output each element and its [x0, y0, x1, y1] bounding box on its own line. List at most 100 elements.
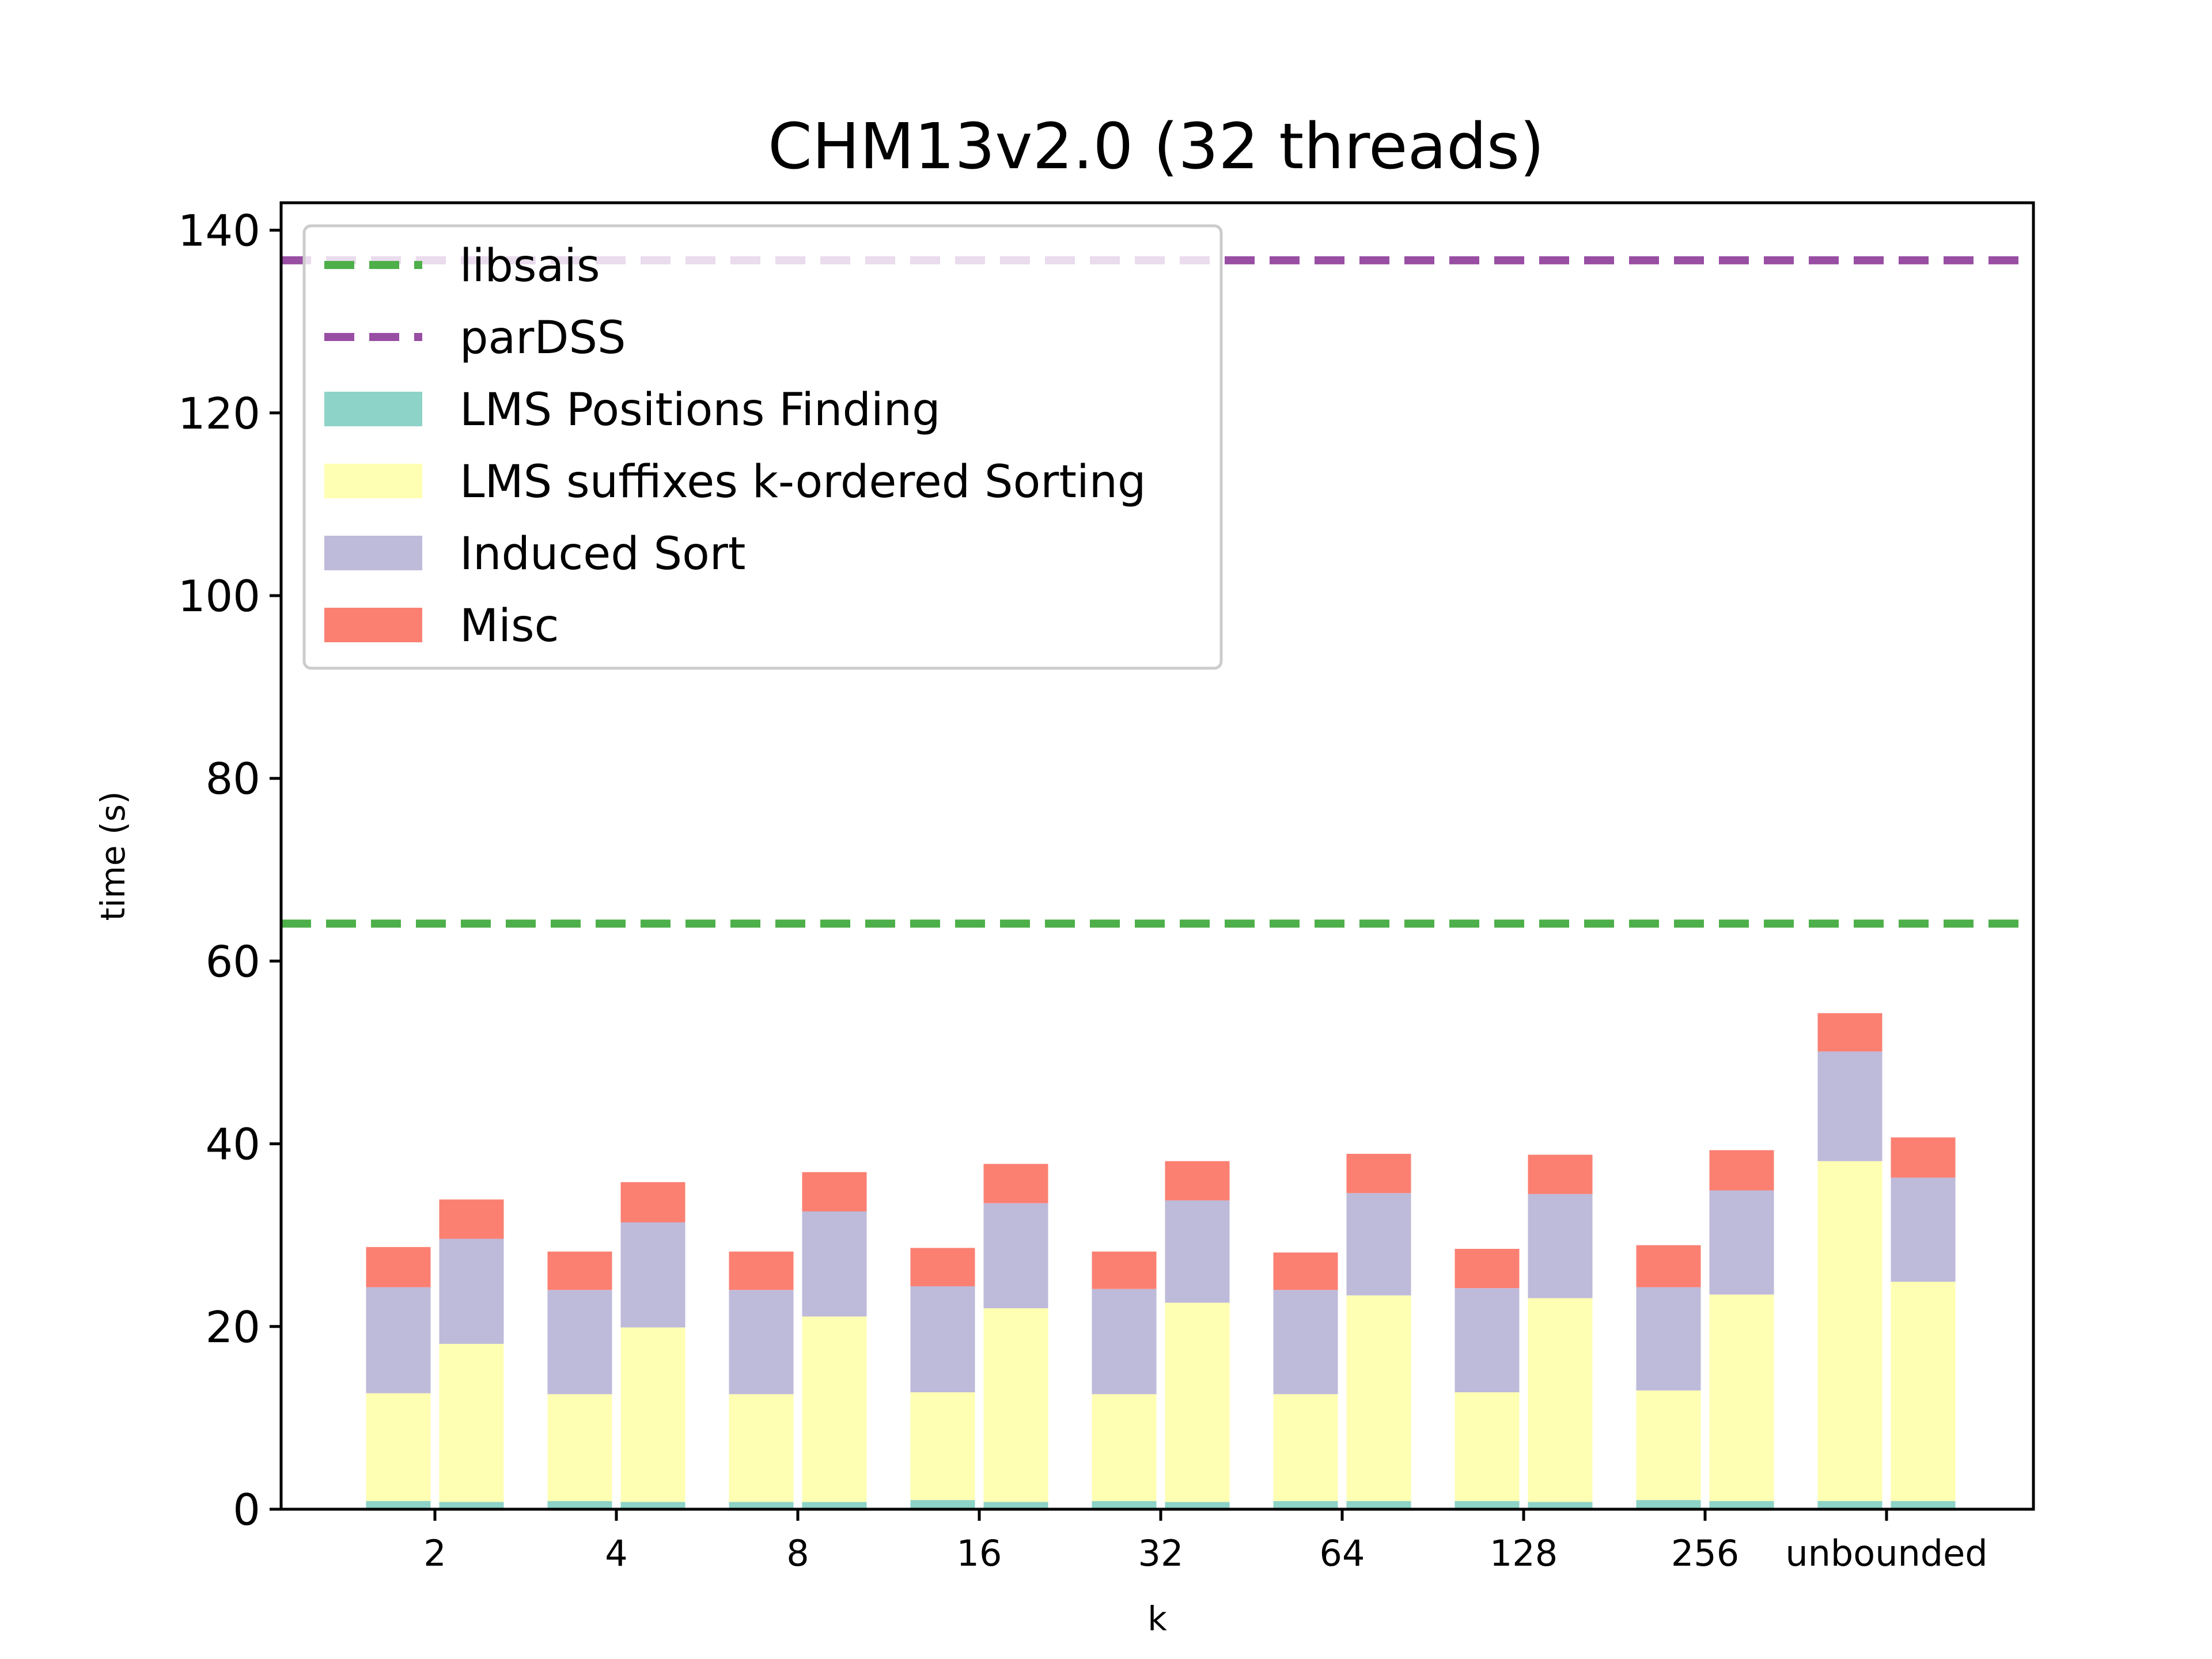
bar-segment-misc-4-2: [620, 1182, 685, 1222]
bar-segment-misc-256-2: [1709, 1150, 1774, 1191]
x-tick-label-128: 128: [1490, 1532, 1558, 1574]
bar-segment-lms-suffixes-k-ordered-sorting-256-1: [1636, 1390, 1701, 1501]
bar-segment-lms-suffixes-k-ordered-sorting-256-2: [1709, 1294, 1774, 1501]
bar-segment-lms-positions-finding-16-2: [983, 1502, 1048, 1509]
bar-segment-lms-positions-finding-128-1: [1455, 1501, 1520, 1509]
bar-segment-misc-2-2: [439, 1199, 504, 1239]
legend-swatch-lms-positions-finding: [324, 392, 422, 426]
bar-segment-induced-sort-128-2: [1528, 1194, 1593, 1298]
legend-label: libsais: [460, 240, 600, 292]
x-tick-label-32: 32: [1138, 1532, 1184, 1574]
x-tick-label-2: 2: [423, 1532, 446, 1574]
bar-segment-induced-sort-unbounded-2: [1891, 1177, 1956, 1282]
bar-segment-lms-positions-finding-unbounded-1: [1817, 1501, 1883, 1509]
bar-segment-lms-suffixes-k-ordered-sorting-128-2: [1528, 1298, 1593, 1502]
legend-label: parDSS: [460, 312, 626, 364]
bar-segment-lms-suffixes-k-ordered-sorting-4-2: [620, 1327, 685, 1502]
bar-segment-lms-suffixes-k-ordered-sorting-unbounded-2: [1891, 1282, 1956, 1501]
bar-segment-induced-sort-16-2: [983, 1203, 1048, 1309]
y-axis: 0 20 40 60 80 100 120 140: [178, 206, 281, 1535]
bar-segment-lms-positions-finding-64-2: [1346, 1501, 1411, 1509]
x-tick-label-8: 8: [786, 1532, 809, 1574]
bar-segment-lms-suffixes-k-ordered-sorting-64-1: [1273, 1394, 1338, 1501]
bar-segment-lms-positions-finding-4-1: [547, 1501, 612, 1509]
bar-segment-misc-unbounded-2: [1891, 1137, 1956, 1178]
bar-segment-lms-positions-finding-256-1: [1636, 1500, 1701, 1509]
bar-segment-lms-positions-finding-32-2: [1165, 1502, 1230, 1509]
y-tick-label: 80: [206, 753, 260, 804]
bar-segment-induced-sort-32-1: [1092, 1289, 1157, 1395]
y-tick-label: 120: [178, 388, 260, 439]
x-tick-label-64: 64: [1320, 1532, 1365, 1574]
legend-label: LMS suffixes k-ordered Sorting: [460, 456, 1146, 508]
bar-segment-lms-suffixes-k-ordered-sorting-8-2: [802, 1316, 867, 1502]
bar-segment-misc-32-1: [1092, 1251, 1157, 1289]
x-axis-label: k: [1147, 1599, 1167, 1638]
bar-segment-misc-16-1: [910, 1248, 975, 1286]
x-tick-label-unbounded: unbounded: [1785, 1532, 1987, 1574]
bar-segment-lms-positions-finding-8-2: [802, 1502, 867, 1509]
chart-title: CHM13v2.0 (32 threads): [768, 109, 1544, 183]
x-axis: 2 4 8 16 32 64 128 256 unbounded: [423, 1509, 1988, 1574]
bar-segment-lms-suffixes-k-ordered-sorting-16-1: [910, 1392, 975, 1501]
bar-segment-induced-sort-2-1: [366, 1287, 431, 1393]
legend-box: [302, 224, 1223, 670]
bar-segment-lms-positions-finding-2-2: [439, 1502, 504, 1509]
y-tick-label: 0: [233, 1484, 260, 1535]
bar-segment-misc-128-2: [1528, 1154, 1593, 1194]
bar-segment-misc-8-1: [729, 1251, 794, 1290]
bar-segment-induced-sort-64-2: [1346, 1193, 1411, 1296]
legend-swatch-induced-sort: [324, 536, 422, 570]
bar-segment-induced-sort-2-2: [439, 1238, 504, 1344]
bar-segment-lms-suffixes-k-ordered-sorting-128-1: [1455, 1392, 1520, 1501]
y-tick-label: 40: [206, 1119, 260, 1170]
y-tick-label: 140: [178, 206, 260, 256]
x-tick-label-256: 256: [1671, 1532, 1739, 1574]
bar-segment-misc-128-1: [1455, 1249, 1520, 1289]
bar-segment-induced-sort-128-1: [1455, 1288, 1520, 1392]
bar-segment-induced-sort-8-1: [729, 1290, 794, 1395]
bar-segment-lms-suffixes-k-ordered-sorting-4-1: [547, 1394, 612, 1501]
bar-segment-induced-sort-64-1: [1273, 1290, 1338, 1395]
bar-segment-lms-suffixes-k-ordered-sorting-8-1: [729, 1394, 794, 1502]
bar-segment-misc-8-2: [802, 1172, 867, 1211]
bar-segment-lms-positions-finding-16-1: [910, 1500, 975, 1509]
bar-segment-misc-64-2: [1346, 1154, 1411, 1194]
legend-swatch-misc: [324, 608, 422, 642]
bar-segment-misc-16-2: [983, 1164, 1048, 1203]
bar-segment-lms-positions-finding-128-2: [1528, 1502, 1593, 1509]
bar-segment-lms-positions-finding-2-1: [366, 1501, 431, 1509]
legend: libsais parDSS LMS Positions Finding LMS su…: [302, 224, 1223, 670]
bar-segment-induced-sort-32-2: [1165, 1200, 1230, 1303]
y-tick-label: 20: [206, 1302, 260, 1353]
bar-segment-lms-suffixes-k-ordered-sorting-2-1: [366, 1393, 431, 1501]
legend-swatch-lms-suffixes-k-ordered-sorting: [324, 464, 422, 498]
bar-segment-lms-positions-finding-8-1: [729, 1502, 794, 1509]
bar-segment-lms-positions-finding-256-2: [1709, 1501, 1774, 1509]
bar-segment-induced-sort-unbounded-1: [1817, 1051, 1883, 1161]
bar-segment-induced-sort-16-1: [910, 1286, 975, 1392]
bar-segment-lms-positions-finding-unbounded-2: [1891, 1501, 1956, 1509]
bar-segment-lms-suffixes-k-ordered-sorting-unbounded-1: [1817, 1161, 1883, 1501]
x-tick-label-16: 16: [957, 1532, 1002, 1574]
y-tick-label: 60: [206, 936, 260, 987]
bar-segment-misc-32-2: [1165, 1161, 1230, 1200]
bar-segment-lms-suffixes-k-ordered-sorting-32-2: [1165, 1302, 1230, 1502]
bar-segment-lms-positions-finding-64-1: [1273, 1501, 1338, 1509]
bar-segment-induced-sort-4-1: [547, 1290, 612, 1395]
y-axis-label: time (s): [93, 791, 132, 921]
bar-segment-lms-suffixes-k-ordered-sorting-64-2: [1346, 1295, 1411, 1501]
bar-segment-lms-positions-finding-32-1: [1092, 1501, 1157, 1509]
bar-segment-lms-positions-finding-4-2: [620, 1502, 685, 1509]
plot-frame: [279, 201, 2035, 1511]
x-tick-label-4: 4: [605, 1532, 627, 1574]
bar-group: [366, 1013, 1956, 1509]
bar-segment-misc-2-1: [366, 1247, 431, 1287]
bar-segment-induced-sort-256-1: [1636, 1287, 1701, 1391]
legend-label: Induced Sort: [460, 528, 745, 580]
bar-segment-misc-unbounded-1: [1817, 1013, 1883, 1052]
bar-segment-induced-sort-8-2: [802, 1211, 867, 1317]
y-tick-label: 100: [178, 571, 260, 622]
bar-segment-lms-suffixes-k-ordered-sorting-2-2: [439, 1343, 504, 1502]
